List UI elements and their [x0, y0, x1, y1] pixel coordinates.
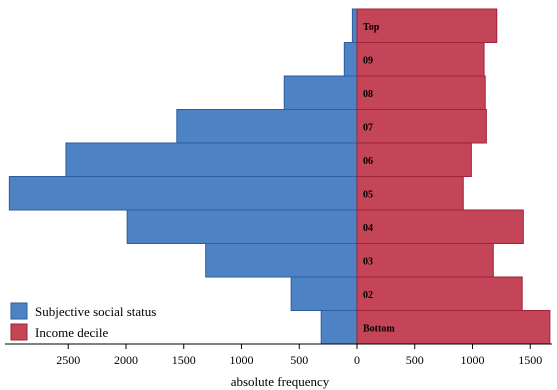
x-tick-label: 2000 [114, 353, 138, 367]
bar-subjective-status-top [351, 8, 358, 43]
bar-subjective-status-08 [283, 75, 358, 110]
legend-label-subjective-status: Subjective social status [35, 304, 156, 319]
category-label-05: 05 [363, 189, 373, 200]
legend-swatch-subjective-status [10, 302, 28, 320]
x-tick-label: 1000 [461, 353, 485, 367]
bar-income-decile-08 [356, 75, 486, 110]
x-tick-label: 1500 [518, 353, 542, 367]
bar-income-decile-03 [356, 243, 494, 278]
x-axis-title: absolute frequency [231, 374, 330, 389]
legend: Subjective social status Income decile [10, 302, 156, 341]
bar-subjective-status-04 [126, 209, 358, 244]
bar-income-decile-top [356, 8, 498, 43]
bar-income-decile-06 [356, 142, 472, 177]
income-decile-bars [356, 8, 551, 345]
category-label-04: 04 [363, 223, 373, 234]
x-tick-label: 500 [290, 353, 308, 367]
category-label-07: 07 [363, 122, 373, 133]
category-label-08: 08 [363, 89, 373, 100]
bar-subjective-status-02 [290, 276, 358, 311]
x-tick-label: 2500 [56, 353, 80, 367]
bar-income-decile-05 [356, 176, 464, 211]
subjective-status-bars [8, 8, 358, 345]
bar-income-decile-07 [356, 109, 487, 144]
category-label-bottom: Bottom [363, 323, 395, 334]
bar-subjective-status-05 [8, 176, 358, 211]
category-label-03: 03 [363, 256, 373, 267]
category-label-top: Top [363, 22, 380, 33]
bar-subjective-status-03 [205, 243, 358, 278]
legend-label-income-decile: Income decile [35, 325, 108, 340]
bar-subjective-status-09 [343, 42, 358, 77]
bar-income-decile-bottom [356, 310, 551, 345]
bar-subjective-status-06 [65, 142, 358, 177]
x-tick-label: 1000 [230, 353, 254, 367]
bar-income-decile-09 [356, 42, 485, 77]
category-labels: Top 09 08 07 06 05 04 03 02 Bottom [363, 22, 395, 335]
x-axis-ticks: 2500 2000 1500 1000 500 0 500 1000 1500 [56, 344, 542, 367]
bar-subjective-status-07 [176, 109, 358, 144]
category-label-02: 02 [363, 290, 373, 301]
bar-income-decile-02 [356, 276, 523, 311]
x-tick-label: 0 [354, 353, 360, 367]
x-tick-label: 1500 [172, 353, 196, 367]
category-label-09: 09 [363, 55, 373, 66]
bar-subjective-status-bottom [320, 310, 358, 345]
bar-income-decile-04 [356, 209, 524, 244]
x-tick-label: 500 [406, 353, 424, 367]
category-label-06: 06 [363, 156, 373, 167]
legend-swatch-income-decile [10, 323, 28, 341]
